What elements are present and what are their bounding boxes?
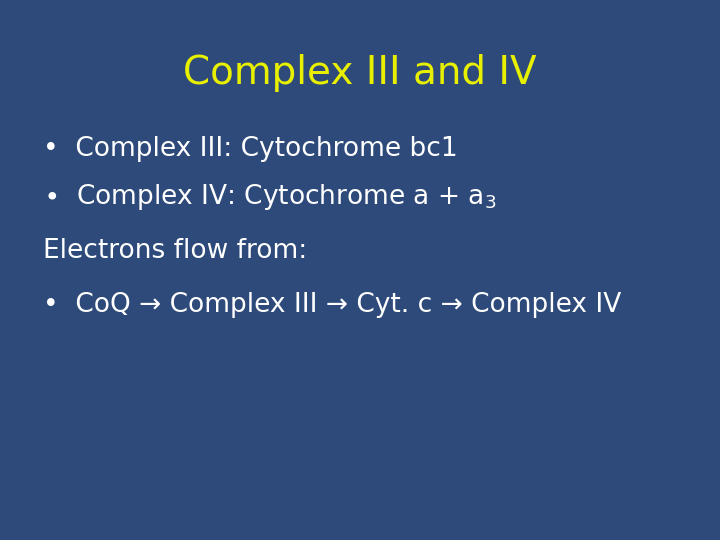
Text: Complex III and IV: Complex III and IV: [183, 54, 537, 92]
Text: Electrons flow from:: Electrons flow from:: [43, 238, 307, 264]
Text: $\bullet$  Complex IV: Cytochrome a + a$_3$: $\bullet$ Complex IV: Cytochrome a + a$_…: [43, 182, 497, 212]
Text: •  CoQ → Complex III → Cyt. c → Complex IV: • CoQ → Complex III → Cyt. c → Complex I…: [43, 292, 621, 318]
Text: •  Complex III: Cytochrome bc1: • Complex III: Cytochrome bc1: [43, 136, 458, 161]
